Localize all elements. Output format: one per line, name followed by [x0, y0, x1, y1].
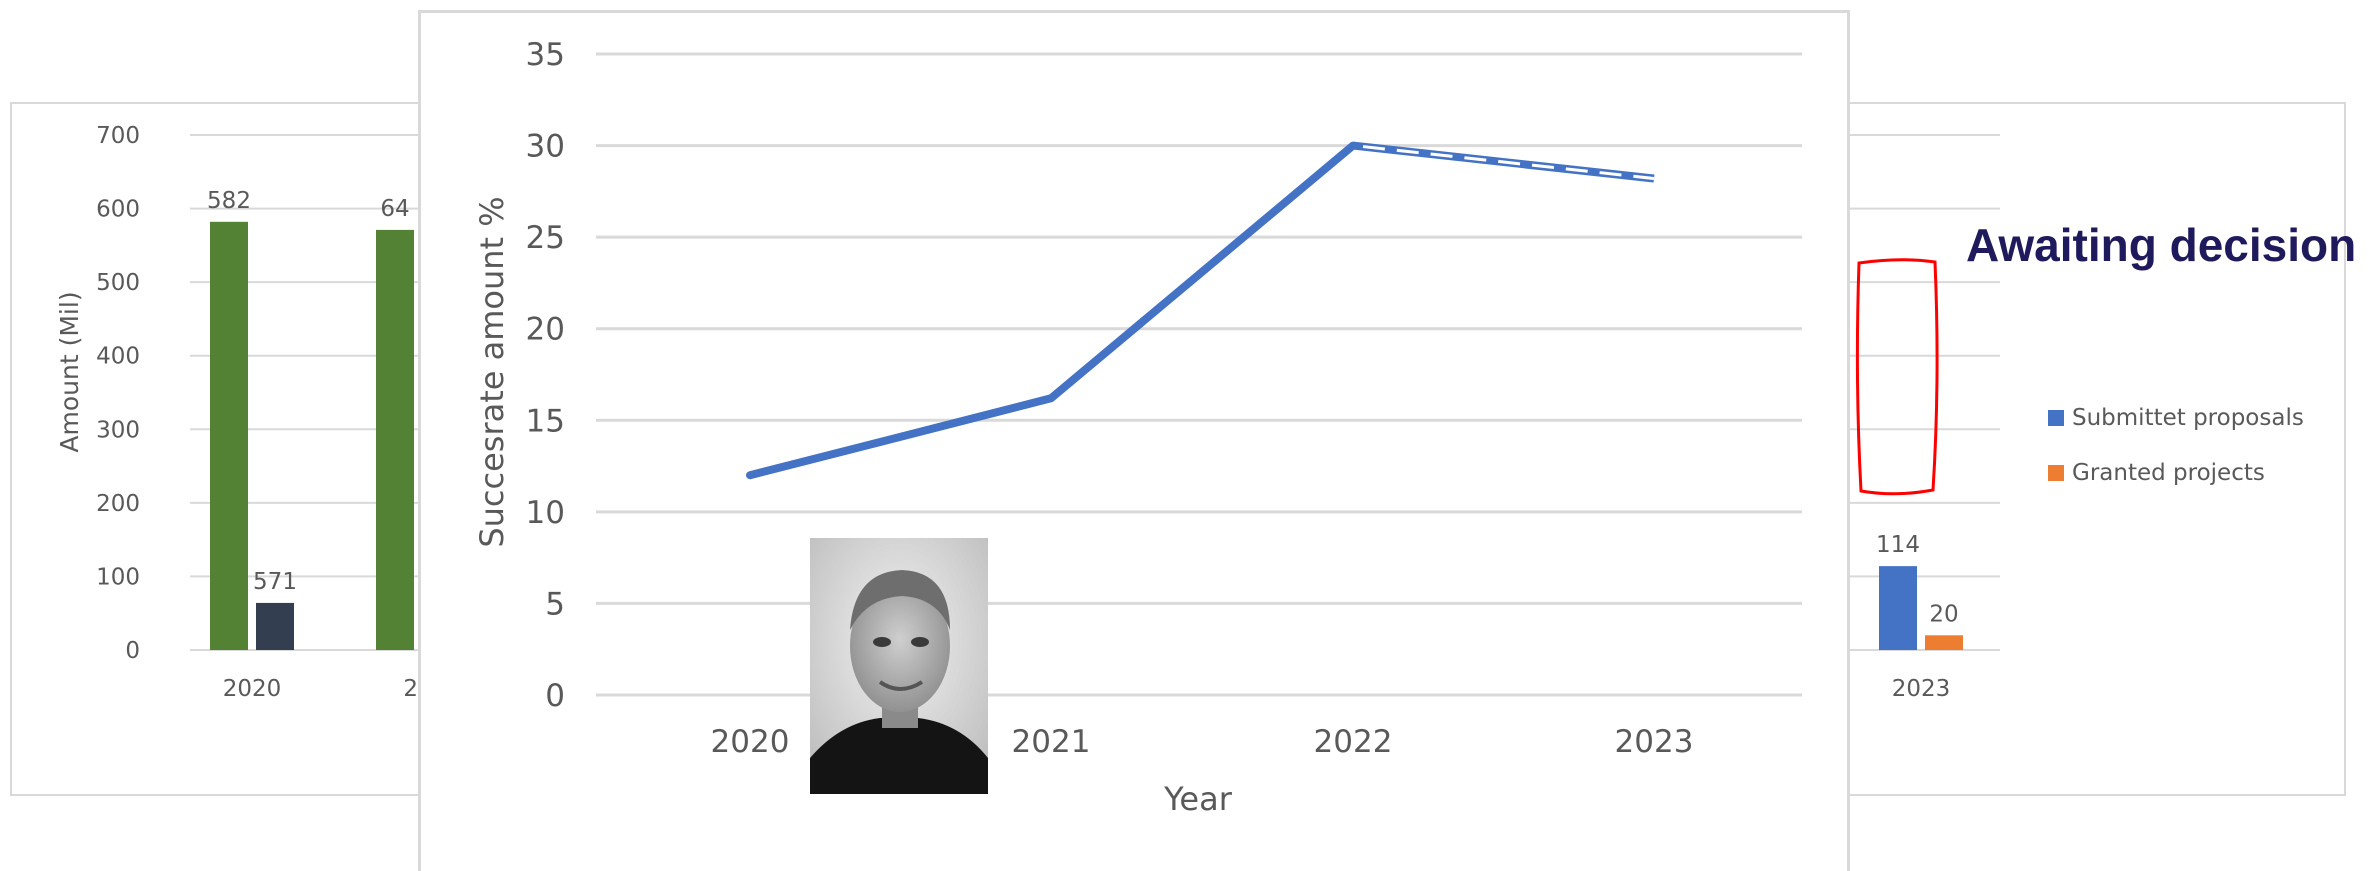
bar-data-labels: 582 64 571 114 20: [207, 188, 1959, 627]
bar-data-label: 20: [1929, 601, 1958, 627]
line-x-tick-label: 2022: [1314, 724, 1393, 760]
bar-data-label: 571: [253, 569, 297, 595]
bar: [376, 229, 414, 650]
bar: [256, 602, 294, 650]
bar-y-tick-label: 600: [96, 197, 140, 223]
legend-item-granted: Granted projects: [2048, 460, 2265, 486]
bar: [210, 221, 248, 651]
line-series-path: [746, 141, 1357, 480]
bar-y-axis-label: Amount (Mil): [55, 291, 84, 452]
bar-y-ticks: 0 100 200 300 400 500 600 700: [96, 123, 140, 664]
line-chart-panel: [418, 10, 1850, 871]
line-y-ticks: 0 5 10 15 20 25 30 35: [526, 37, 565, 714]
line-y-tick-label: 30: [526, 129, 565, 165]
bar-x-tick-label: 2020: [223, 676, 282, 702]
awaiting-decision-highlight: [1855, 258, 1939, 496]
line-y-tick-label: 15: [526, 403, 565, 439]
legend-item-submitted: Submittet proposals: [2048, 405, 2304, 431]
bar-data-label: 64: [380, 196, 409, 222]
line-y-axis-label: Succesrate amount %: [473, 196, 511, 547]
line-y-tick-label: 10: [526, 495, 565, 531]
bar: [1925, 635, 1963, 650]
line-x-tick-label: 2023: [1615, 724, 1694, 760]
line-x-tick-label: 2020: [711, 724, 790, 760]
line-x-tick-label: 2021: [1012, 724, 1091, 760]
line-series-dash-overlay: [1362, 145, 1655, 181]
portrait-photo: [810, 538, 988, 794]
bar-data-label: 582: [207, 188, 251, 214]
line-y-tick-label: 20: [526, 312, 565, 348]
bar-y-tick-label: 100: [96, 564, 140, 590]
bar-y-tick-label: 200: [96, 491, 140, 517]
bar-y-tick-label: 500: [96, 270, 140, 296]
legend-label-submitted: Submittet proposals: [2072, 405, 2304, 431]
line-gridlines: [596, 52, 1802, 697]
bar-y-tick-label: 300: [96, 417, 140, 443]
legend-label-granted: Granted projects: [2072, 460, 2265, 486]
legend-swatch-blue: [2048, 410, 2064, 426]
bar-bars: [210, 221, 1963, 651]
line-y-tick-label: 0: [545, 678, 565, 714]
line-x-axis-label: Year: [1163, 780, 1233, 818]
line-y-tick-label: 5: [545, 586, 565, 622]
bar-x-tick-label: 2023: [1892, 676, 1951, 702]
bar-data-label: 114: [1876, 532, 1920, 558]
legend-swatch-orange: [2048, 465, 2064, 481]
line-y-tick-label: 25: [526, 220, 565, 256]
bar: [1879, 566, 1917, 650]
bar-y-tick-label: 0: [125, 638, 140, 664]
line-series: [746, 141, 1655, 480]
line-x-ticks: 2020 2021 2022 2023: [711, 724, 1694, 760]
awaiting-decision-label: Awaiting decision: [1966, 219, 2357, 271]
bar-y-tick-label: 400: [96, 344, 140, 370]
line-y-tick-label: 35: [526, 37, 565, 73]
bar-y-tick-label: 700: [96, 123, 140, 149]
